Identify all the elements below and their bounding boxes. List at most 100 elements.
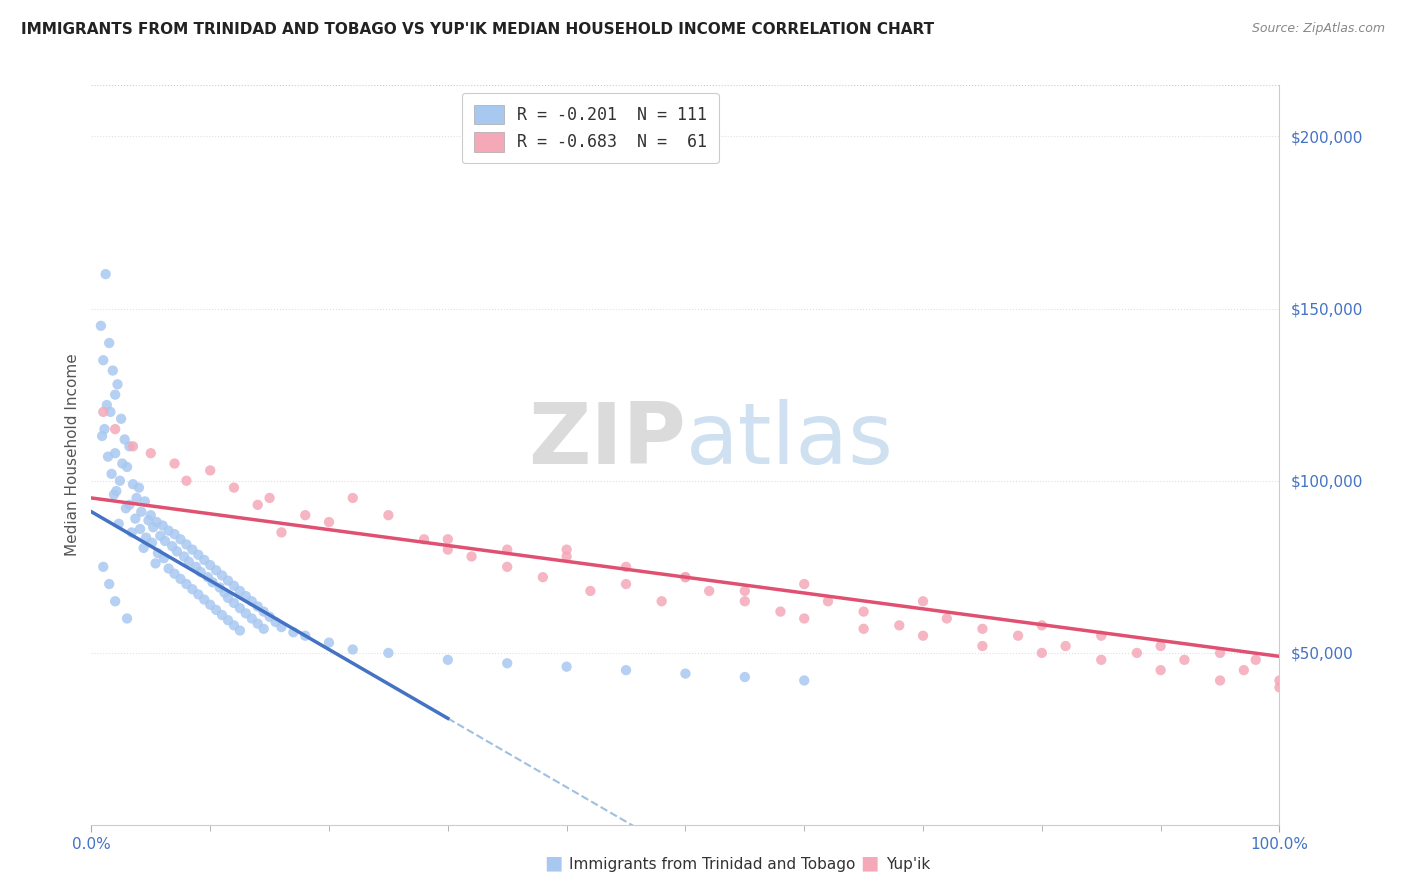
Point	[235, 607, 257, 621]
Point	[181, 542, 204, 557]
Point	[103, 487, 125, 501]
Point	[217, 591, 239, 605]
Point	[157, 524, 180, 538]
Point	[163, 566, 186, 581]
Point	[651, 594, 673, 608]
Point	[190, 565, 212, 579]
Point	[246, 498, 269, 512]
Point	[222, 596, 245, 610]
Point	[187, 548, 209, 562]
Point	[129, 505, 152, 519]
Point	[177, 555, 200, 569]
Point	[166, 544, 188, 558]
Point	[107, 377, 129, 392]
Point	[270, 525, 292, 540]
Point	[149, 529, 172, 543]
Point	[436, 542, 458, 557]
Point	[118, 498, 141, 512]
Point	[134, 494, 156, 508]
Point	[1054, 639, 1077, 653]
Point	[163, 527, 186, 541]
Point	[673, 570, 696, 584]
Point	[229, 583, 252, 598]
Point	[222, 618, 245, 632]
Point	[125, 491, 148, 505]
Point	[217, 613, 239, 627]
Point	[104, 387, 127, 401]
Point	[769, 605, 792, 619]
Point	[972, 639, 994, 653]
Point	[496, 559, 519, 574]
Point	[235, 589, 257, 603]
Point	[141, 535, 163, 549]
Point	[118, 439, 141, 453]
Text: IMMIGRANTS FROM TRINIDAD AND TOBAGO VS YUP'IK MEDIAN HOUSEHOLD INCOME CORRELATIO: IMMIGRANTS FROM TRINIDAD AND TOBAGO VS Y…	[21, 22, 934, 37]
Point	[115, 611, 138, 625]
Point	[817, 594, 839, 608]
Point	[160, 539, 183, 553]
Point	[1268, 681, 1291, 695]
Point	[181, 582, 204, 597]
Legend: R = -0.201  N = 111, R = -0.683  N =  61: R = -0.201 N = 111, R = -0.683 N = 61	[463, 93, 718, 163]
Point	[211, 608, 233, 623]
Point	[96, 398, 118, 412]
Point	[240, 594, 263, 608]
Point	[889, 618, 911, 632]
Point	[138, 513, 160, 527]
Point	[115, 460, 138, 475]
Point	[1007, 629, 1029, 643]
Text: ZIP: ZIP	[527, 399, 685, 482]
Point	[100, 405, 122, 419]
Point	[104, 446, 127, 460]
Point	[98, 577, 121, 591]
Point	[121, 525, 143, 540]
Point	[90, 318, 112, 333]
Point	[208, 581, 231, 595]
Point	[222, 481, 245, 495]
Point	[129, 522, 152, 536]
Point	[184, 559, 207, 574]
Point	[1244, 653, 1267, 667]
Point	[283, 625, 305, 640]
Point	[793, 577, 815, 591]
Point	[135, 531, 157, 545]
Point	[110, 411, 132, 425]
Point	[222, 579, 245, 593]
Point	[377, 508, 399, 523]
Point	[115, 501, 138, 516]
Point	[1209, 673, 1232, 688]
Point	[153, 534, 176, 549]
Point	[555, 542, 578, 557]
Point	[246, 616, 269, 631]
Point	[1149, 663, 1171, 677]
Point	[114, 433, 136, 447]
Point	[734, 594, 756, 608]
Point	[101, 363, 124, 377]
Point	[229, 624, 252, 638]
Point	[217, 574, 239, 588]
Point	[318, 635, 340, 649]
Point	[852, 605, 875, 619]
Point	[169, 572, 191, 586]
Point	[214, 585, 236, 599]
Text: Immigrants from Trinidad and Tobago: Immigrants from Trinidad and Tobago	[569, 857, 856, 872]
Point	[142, 520, 165, 534]
Point	[436, 653, 458, 667]
Point	[1031, 646, 1053, 660]
Point	[246, 599, 269, 614]
Point	[436, 533, 458, 547]
Point	[139, 446, 162, 460]
Point	[318, 515, 340, 529]
Point	[145, 515, 167, 529]
Point	[200, 463, 222, 477]
Point	[91, 559, 114, 574]
Point	[496, 542, 519, 557]
Point	[673, 570, 696, 584]
Point	[342, 642, 364, 657]
Text: Yup'ik: Yup'ik	[886, 857, 929, 872]
Point	[100, 467, 122, 481]
Point	[1149, 639, 1171, 653]
Point	[94, 267, 117, 281]
Point	[157, 561, 180, 575]
Point	[793, 611, 815, 625]
